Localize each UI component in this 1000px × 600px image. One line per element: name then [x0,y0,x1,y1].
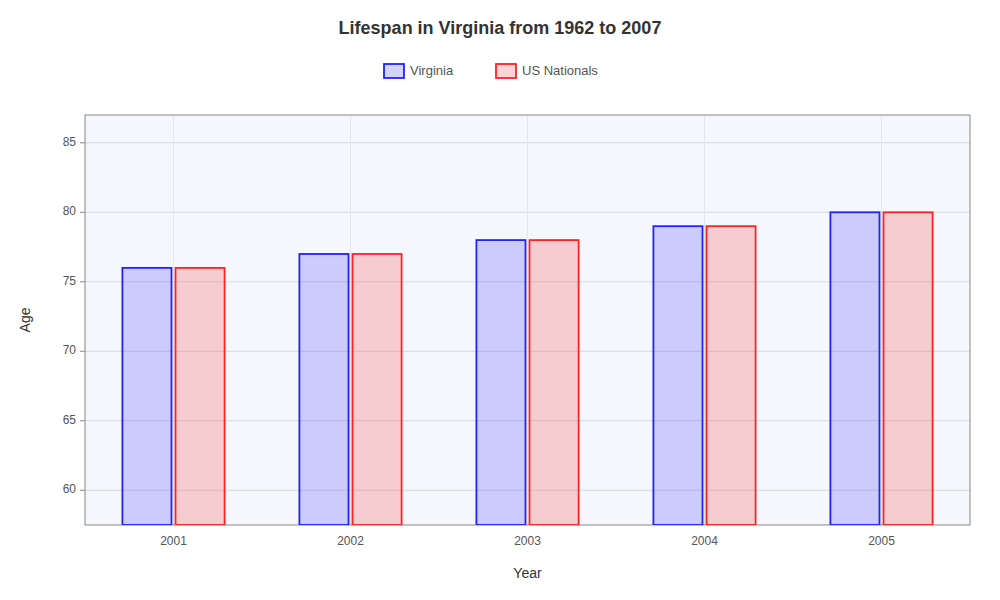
y-tick [80,142,85,143]
legend-label: US Nationals [522,63,598,78]
bar [530,240,579,525]
grid-line-x [350,115,351,525]
chart: 60 65 70 75 80 85 2001 2002 2003 2004 2005 Lifespan… [0,0,1000,600]
bar [653,226,702,525]
legend-label: Virginia [410,63,454,78]
grid-line-x [527,115,528,525]
x-tick-label: 2001 [160,534,187,548]
y-tick [80,281,85,282]
bar [707,226,756,525]
x-axis-label: Year [513,565,542,581]
x-tick-label: 2002 [337,534,364,548]
bar-series [122,212,879,525]
grid-line-x [881,115,882,525]
bar [122,268,171,525]
chart-container: 60 65 70 75 80 85 2001 2002 2003 2004 2005 Lifespan… [0,0,1000,600]
y-tick-label: 80 [63,204,77,218]
plot-background [85,115,970,525]
grid [85,115,970,525]
x-tick-label: 2005 [868,534,895,548]
y-tick [80,420,85,421]
bar [884,212,933,525]
y-tick-label: 85 [63,135,77,149]
x-tick-label: 2003 [514,534,541,548]
grid-line-x [704,115,705,525]
legend: Virginia US Nationals [384,63,598,78]
plot-frame [85,115,970,525]
y-tick [80,351,85,352]
bar [353,254,402,525]
x-tick-label: 2004 [691,534,718,548]
y-axis: 60 65 70 75 80 85 [63,135,85,496]
y-axis-label: Age [17,307,33,332]
legend-swatch [384,64,404,78]
bar [476,240,525,525]
legend-swatch [496,64,516,78]
bar-series [176,212,933,525]
bars [122,212,932,525]
bar [299,254,348,525]
grid-line-x [173,115,174,525]
title: Lifespan in Virginia from 1962 to 2007 [339,18,662,38]
bar [830,212,879,525]
y-tick [80,490,85,491]
y-tick-label: 75 [63,274,77,288]
y-tick-label: 70 [63,343,77,357]
y-tick-label: 65 [63,413,77,427]
y-tick [80,212,85,213]
x-axis: 2001 2002 2003 2004 2005 [160,534,895,548]
y-tick-label: 60 [63,482,77,496]
bar [176,268,225,525]
